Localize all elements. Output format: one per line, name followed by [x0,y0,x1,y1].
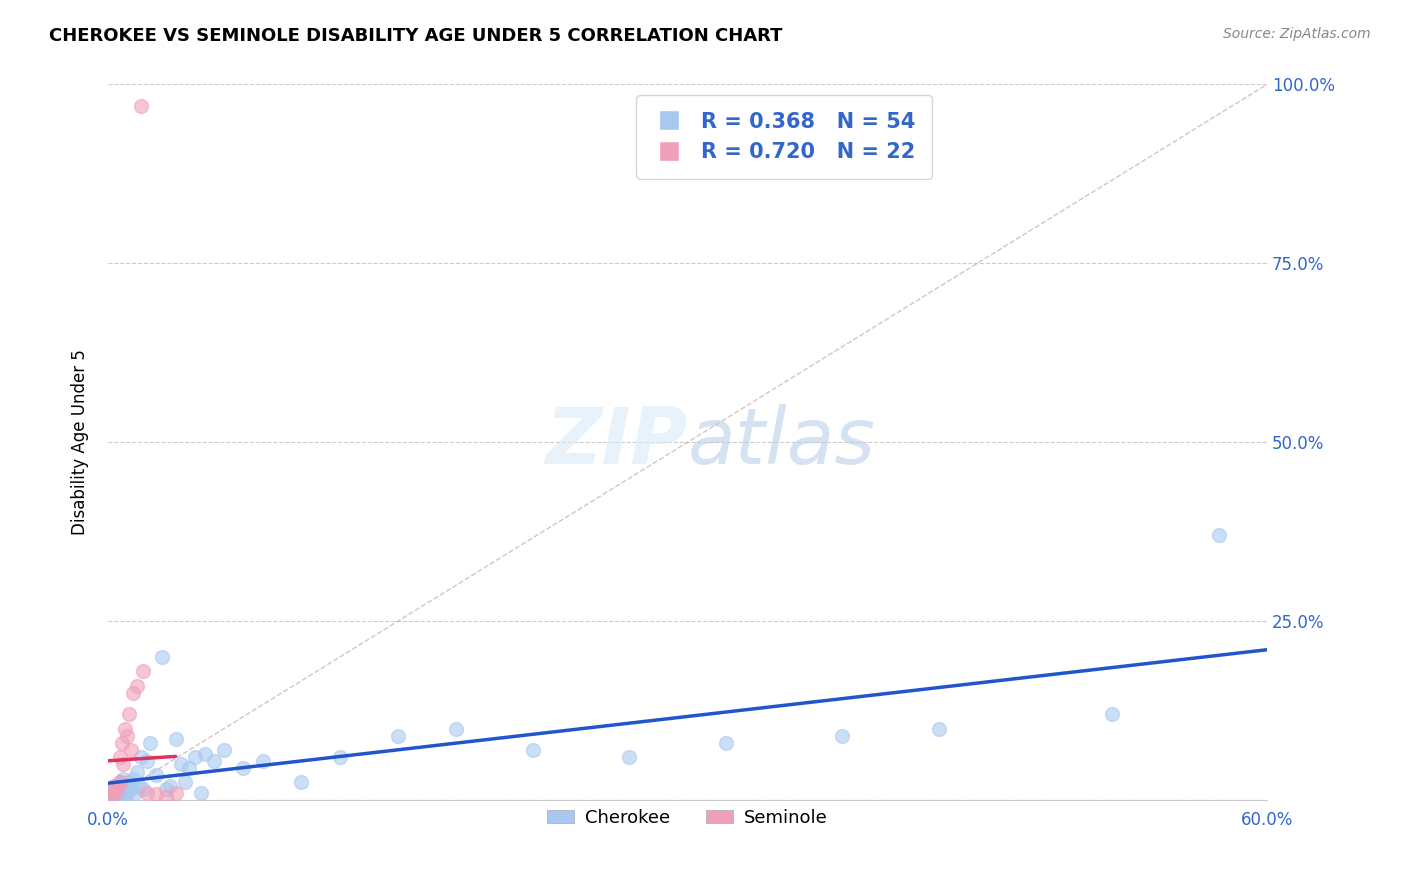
Text: Source: ZipAtlas.com: Source: ZipAtlas.com [1223,27,1371,41]
Point [112,757,135,772]
Point [104,782,127,797]
Point [107,786,129,800]
Point [101,789,124,804]
Point [122,772,145,786]
Point [114,722,136,736]
Point [120,782,142,797]
Point [98,788,121,802]
Point [110,736,132,750]
Point [145,788,167,802]
Point [108,775,131,789]
Point [135,786,157,800]
Point [132,665,155,679]
Point [122,686,145,700]
Point [165,786,187,800]
Point [107,779,129,793]
Point [329,750,352,764]
Point [132,782,155,797]
Point [155,782,177,797]
Text: atlas: atlas [688,404,876,480]
Y-axis label: Disability Age Under 5: Disability Age Under 5 [72,350,89,535]
Point [118,707,141,722]
Point [125,679,148,693]
Point [179,761,201,775]
Point [831,729,853,743]
Point [108,750,131,764]
Point [104,786,127,800]
Point [170,757,193,772]
Point [129,99,152,113]
Point [103,786,125,800]
Point [114,788,136,802]
Point [150,650,173,665]
Point [108,775,131,789]
Point [103,782,125,797]
Point [110,782,132,797]
Point [252,754,274,768]
Point [98,788,121,802]
Point [190,786,212,800]
Point [155,789,177,804]
Point [128,779,150,793]
Point [139,736,162,750]
Point [159,779,181,793]
Point [120,743,142,757]
Point [135,754,157,768]
Point [165,732,187,747]
Text: ZIP: ZIP [546,404,688,480]
Point [290,775,312,789]
Point [714,736,737,750]
Point [184,750,207,764]
Point [619,750,641,764]
Point [124,786,146,800]
Point [117,786,139,800]
Point [118,775,141,789]
Point [145,768,167,782]
Point [1208,528,1230,542]
Point [103,779,125,793]
Point [387,729,409,743]
Point [125,764,148,779]
Point [101,784,124,798]
Point [112,784,135,798]
Point [117,779,139,793]
Text: CHEROKEE VS SEMINOLE DISABILITY AGE UNDER 5 CORRELATION CHART: CHEROKEE VS SEMINOLE DISABILITY AGE UNDE… [49,27,783,45]
Point [103,780,125,795]
Point [110,789,132,804]
Legend: Cherokee, Seminole: Cherokee, Seminole [540,802,835,834]
Point [232,761,254,775]
Point [129,750,152,764]
Point [928,722,950,736]
Point [104,788,127,802]
Point [101,786,124,800]
Point [444,722,467,736]
Point [193,747,215,761]
Point [1101,707,1123,722]
Point [174,775,197,789]
Point [117,729,139,743]
Point [108,788,131,802]
Point [202,754,225,768]
Point [212,743,235,757]
Point [107,780,129,795]
Point [522,743,544,757]
Point [112,772,135,786]
